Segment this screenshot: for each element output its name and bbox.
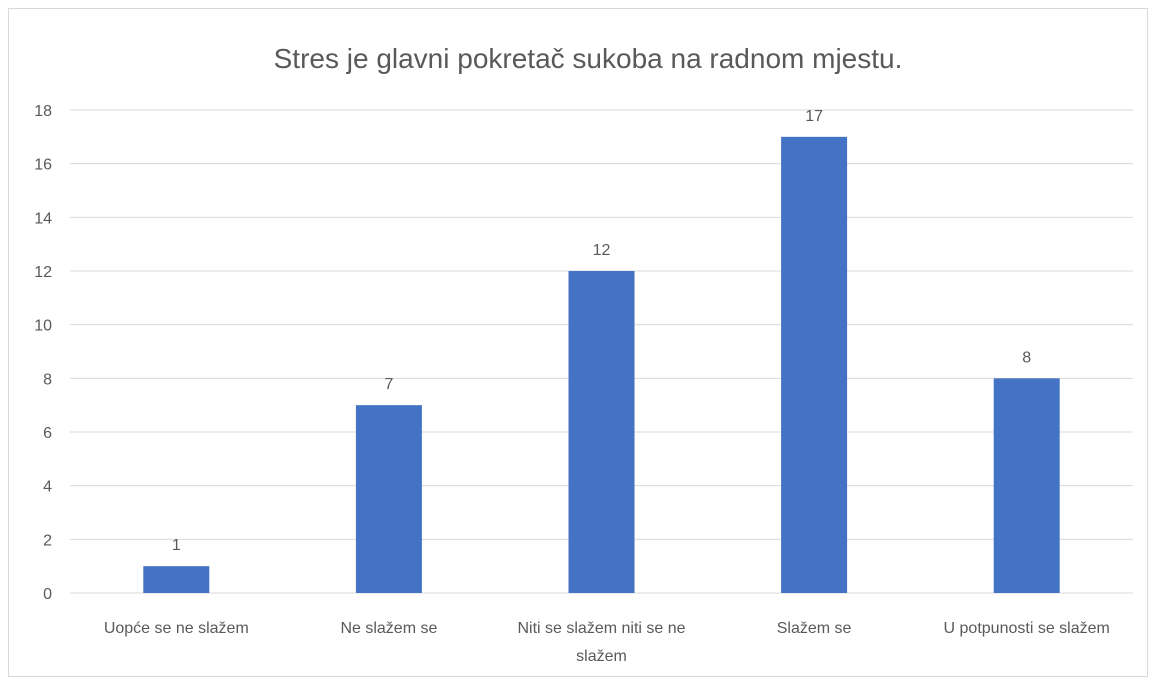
- x-tick-label: Uopće se ne slažem: [104, 620, 249, 637]
- data-label: 8: [1022, 349, 1031, 366]
- y-tick-label: 8: [43, 371, 52, 388]
- x-tick-label: Slažem se: [777, 620, 852, 637]
- y-tick-label: 12: [34, 264, 52, 281]
- bar: [143, 566, 210, 593]
- bar: [355, 405, 422, 593]
- y-tick-label: 10: [34, 318, 52, 335]
- y-tick-label: 4: [43, 479, 52, 496]
- x-tick-label: Ne slažem se: [340, 620, 437, 637]
- bar: [781, 136, 848, 594]
- x-tick-label: U potpunosti se slažem: [944, 620, 1110, 637]
- y-tick-label: 0: [43, 586, 52, 603]
- chart-title: Stres je glavni pokretač sukoba na radno…: [274, 43, 903, 74]
- y-tick-label: 2: [43, 532, 52, 549]
- bar: [993, 378, 1060, 593]
- data-label: 17: [805, 108, 823, 125]
- y-tick-label: 18: [34, 103, 52, 120]
- y-tick-label: 6: [43, 425, 52, 442]
- data-label: 12: [593, 242, 611, 259]
- bar: [568, 271, 635, 593]
- y-tick-label: 14: [34, 210, 52, 227]
- y-tick-label: 16: [34, 157, 52, 174]
- data-label: 7: [384, 376, 393, 393]
- x-tick-label: Niti se slažem niti se ne slažem: [517, 620, 685, 665]
- data-label: 1: [172, 537, 181, 554]
